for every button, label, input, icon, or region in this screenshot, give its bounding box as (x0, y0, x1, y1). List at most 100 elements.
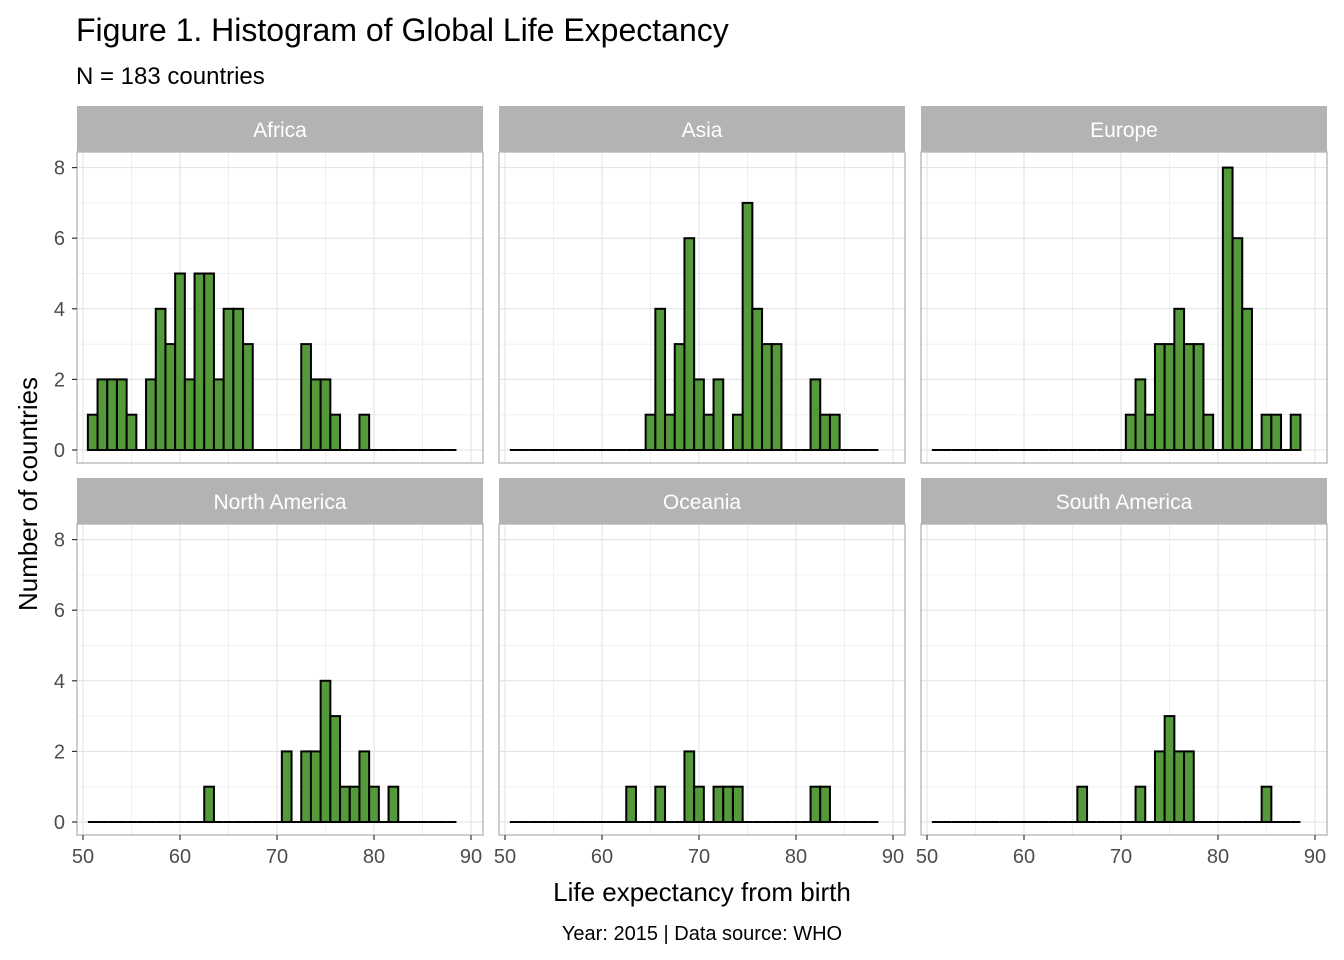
y-tick-label: 4 (54, 671, 65, 693)
facet-strip-label: Africa (253, 119, 307, 142)
histogram-bar (1241, 307, 1253, 451)
facet-panel: North America 0 2 4 6 8 50 60 70 80 90 (54, 478, 484, 868)
histogram-bar (722, 785, 734, 824)
x-tick-label: 90 (460, 846, 482, 868)
histogram-bar (673, 343, 686, 452)
histogram-bar (770, 343, 783, 452)
facet-panel: Oceania 50 60 70 80 90 (494, 478, 906, 868)
histogram-bar (683, 237, 696, 451)
histogram-bar (242, 343, 254, 452)
histogram-bar (319, 378, 332, 451)
histogram-bar (193, 272, 206, 451)
histogram-bar (654, 785, 667, 824)
histogram-bar (751, 307, 764, 451)
x-tick-label: 50 (494, 846, 516, 868)
panel-border (920, 151, 1328, 464)
y-tick-label: 8 (54, 530, 65, 552)
facet-panel: Europe (920, 106, 1328, 464)
histogram-bar (683, 750, 696, 824)
x-tick-label: 60 (1013, 846, 1035, 868)
histogram-bar (300, 750, 312, 824)
x-tick-label: 70 (266, 846, 288, 868)
histogram-bar (809, 378, 822, 451)
histogram-bar (731, 413, 744, 452)
histogram-bar (741, 201, 754, 451)
histogram-bar (1076, 785, 1089, 824)
histogram-bar (1144, 413, 1156, 452)
histogram-bar (368, 785, 380, 824)
histogram-bar (154, 307, 167, 451)
histogram-bar (222, 307, 235, 451)
facet-strip-label: Asia (682, 119, 723, 142)
x-tick-label: 90 (1304, 846, 1326, 868)
histogram-bar (329, 715, 342, 823)
histogram-bar (1163, 343, 1176, 452)
x-tick-label: 60 (169, 846, 191, 868)
histogram-bar (145, 378, 157, 451)
histogram-bar (86, 413, 99, 452)
histogram-bar (203, 272, 215, 451)
histogram-bar (358, 750, 371, 824)
histogram-bar (115, 378, 128, 451)
y-tick-label: 6 (54, 600, 65, 622)
facet-strip (77, 106, 483, 152)
facet-strip-label: South America (1056, 491, 1193, 514)
histogram-bar (203, 785, 215, 824)
histogram-bar (693, 378, 705, 451)
chart-title: Figure 1. Histogram of Global Life Expec… (76, 12, 729, 48)
histogram-bar (712, 378, 725, 451)
panel-border (76, 523, 484, 836)
histogram-bar (183, 378, 196, 451)
x-tick-label: 90 (882, 846, 904, 868)
histogram-bar (712, 785, 725, 824)
histogram-bar (1192, 343, 1205, 452)
histogram-bar (1173, 307, 1186, 451)
histogram-bar (1183, 750, 1195, 824)
panel-border (498, 151, 906, 464)
histogram-bar (280, 750, 293, 824)
histogram-bar (174, 272, 186, 451)
histogram-bar (1153, 750, 1166, 824)
facet-strip (921, 478, 1327, 524)
histogram-bar (387, 785, 400, 824)
facet-panel: South America 50 60 70 80 90 (916, 478, 1328, 868)
histogram-bar (300, 343, 312, 452)
histogram-bar (809, 785, 822, 824)
histogram-bar (309, 750, 322, 824)
x-tick-label: 80 (785, 846, 807, 868)
y-tick-label: 0 (54, 440, 65, 462)
facet-strip-label: North America (213, 491, 346, 514)
y-axis-title: Number of countries (13, 377, 43, 611)
histogram-bar (232, 307, 245, 451)
facet-strip (499, 478, 905, 524)
histogram-bar (702, 413, 715, 452)
histogram-bar (348, 785, 361, 824)
histogram-bar (693, 785, 705, 824)
histogram-bar (329, 413, 342, 452)
x-tick-label: 80 (1207, 846, 1229, 868)
histogram-bar (731, 785, 744, 824)
histogram-bar (828, 413, 841, 452)
facet-panels: Africa 0 2 4 6 8 Asia Europe North America 0 2 4 6 8 5… (54, 106, 1328, 868)
y-tick-label: 4 (54, 299, 65, 321)
y-tick-label: 8 (54, 158, 65, 180)
x-tick-label: 80 (363, 846, 385, 868)
facet-strip (77, 478, 483, 524)
histogram-bar (761, 343, 773, 452)
facet-strip (921, 106, 1327, 152)
x-axis-title: Life expectancy from birth (553, 877, 851, 907)
histogram-bar (96, 378, 109, 451)
facet-panel: Africa 0 2 4 6 8 (54, 106, 484, 464)
facet-strip-label: Oceania (663, 491, 742, 514)
histogram-bar (1202, 413, 1215, 452)
histogram-bar (1173, 750, 1186, 824)
x-tick-label: 50 (72, 846, 94, 868)
chart-caption: Year: 2015 | Data source: WHO (562, 923, 842, 945)
x-tick-label: 50 (916, 846, 938, 868)
histogram-bar (664, 413, 676, 452)
y-tick-label: 2 (54, 741, 65, 763)
histogram-bar (339, 785, 351, 824)
histogram-bar (819, 413, 831, 452)
histogram-bar (1153, 343, 1166, 452)
